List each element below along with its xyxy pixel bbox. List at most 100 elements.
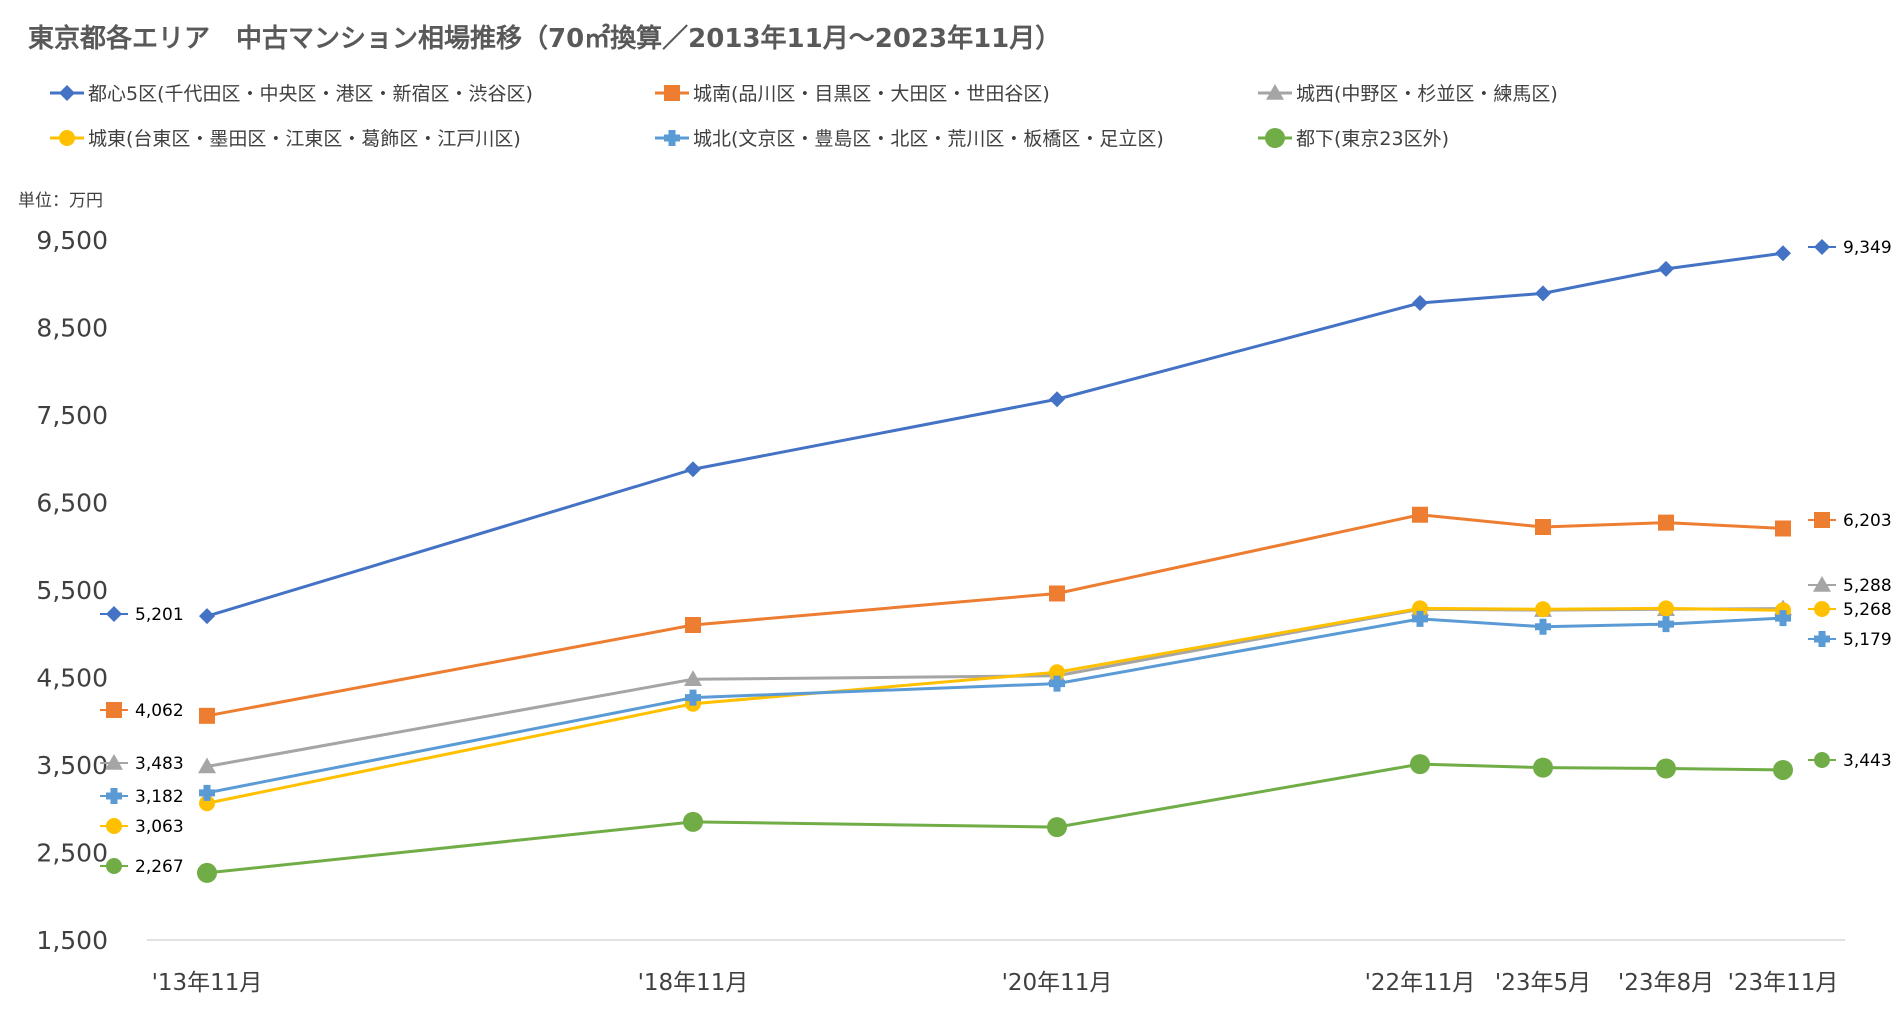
- label-key-marker: [1814, 601, 1830, 617]
- series-group: [199, 600, 1791, 812]
- data-point: [1412, 610, 1428, 627]
- series-line: [206, 762, 1784, 875]
- label-key-marker: [106, 702, 122, 718]
- legend-label: 城東(台東区・墨田区・江東区・葛飾区・江戸川区): [88, 128, 521, 150]
- start-value-label: 3,483: [100, 754, 184, 774]
- legend-item: 都心5区(千代田区・中央区・港区・新宿区・渋谷区): [50, 83, 533, 105]
- legend-marker-circle: [59, 130, 75, 146]
- data-point: [1535, 285, 1551, 302]
- end-value-label: 5,179: [1808, 630, 1892, 650]
- data-point: [199, 795, 215, 812]
- series-line: [206, 251, 1784, 618]
- data-point: [1535, 618, 1551, 635]
- series-line: [206, 607, 1784, 768]
- data-point: [685, 461, 701, 478]
- series-group: [199, 610, 1791, 801]
- end-value-label: 9,349: [1808, 238, 1892, 258]
- x-tick-label: '23年8月: [1618, 970, 1714, 996]
- data-point: [198, 757, 216, 774]
- data-point: [1535, 519, 1551, 535]
- data-point: [1410, 754, 1430, 775]
- end-value-text: 9,349: [1843, 238, 1892, 258]
- label-key-marker: [106, 606, 122, 622]
- start-value-label: 3,063: [100, 817, 184, 837]
- start-value-label: 4,062: [100, 701, 184, 721]
- start-value-label: 3,182: [100, 787, 184, 807]
- x-tick-label: '23年5月: [1495, 970, 1591, 996]
- series-group: [199, 506, 1791, 724]
- end-value-text: 5,288: [1843, 576, 1892, 596]
- start-value-text: 3,182: [135, 787, 184, 807]
- series-layer: [197, 245, 1793, 883]
- legend-marker-diamond: [59, 85, 75, 101]
- data-point: [1412, 600, 1428, 617]
- legend-item: 城南(品川区・目黒区・大田区・世田谷区): [655, 83, 1050, 105]
- end-value-label: 5,268: [1808, 600, 1892, 620]
- legend-item: 都下(東京23区外): [1258, 128, 1449, 150]
- series-group: [199, 245, 1791, 625]
- data-point: [199, 784, 215, 801]
- data-point: [1658, 616, 1674, 633]
- label-key-marker: [1814, 239, 1830, 255]
- data-point: [1775, 245, 1791, 262]
- legend-marker-triangle: [1266, 84, 1284, 100]
- data-label-layer: 5,201 9,349 4,062 6,203 3,483 5,288 3,063 5,268…: [100, 238, 1892, 877]
- end-value-text: 5,179: [1843, 630, 1892, 650]
- unit-label: 単位：万円: [18, 191, 103, 211]
- data-point: [684, 670, 702, 686]
- end-value-label: 5,288: [1808, 576, 1892, 596]
- legend-item: 城東(台東区・墨田区・江東区・葛飾区・江戸川区): [50, 128, 521, 150]
- data-point: [1049, 675, 1065, 692]
- legend-label: 城南(品川区・目黒区・大田区・世田谷区): [693, 83, 1050, 105]
- legend-label: 城西(中野区・杉並区・練馬区): [1296, 83, 1558, 105]
- data-point: [1049, 664, 1065, 681]
- data-point: [1775, 520, 1791, 537]
- legend-label: 城北(文京区・豊島区・北区・荒川区・板橋区・足立区): [693, 128, 1164, 150]
- y-tick-label: 7,500: [36, 401, 108, 430]
- data-point: [1535, 601, 1551, 618]
- data-point: [1658, 514, 1674, 531]
- data-point: [1412, 506, 1428, 523]
- data-point: [1775, 610, 1791, 627]
- label-key-marker: [1814, 631, 1830, 647]
- y-tick-label: 1,500: [36, 926, 108, 955]
- data-point: [1049, 391, 1065, 408]
- end-value-text: 3,443: [1843, 751, 1892, 771]
- data-point: [1412, 295, 1428, 311]
- legend-label: 都心5区(千代田区・中央区・港区・新宿区・渋谷区): [88, 83, 533, 105]
- end-value-text: 5,268: [1843, 600, 1892, 620]
- label-key-marker: [1814, 512, 1830, 528]
- x-tick-label: '22年11月: [1365, 970, 1476, 996]
- data-point: [199, 608, 215, 625]
- legend: 都心5区(千代田区・中央区・港区・新宿区・渋谷区) 城南(品川区・目黒区・大田区・…: [50, 83, 1558, 150]
- end-value-label: 6,203: [1808, 511, 1892, 531]
- y-tick-label: 9,500: [36, 226, 108, 255]
- data-point: [1773, 759, 1793, 780]
- data-point: [1533, 757, 1553, 778]
- legend-label: 都下(東京23区外): [1296, 128, 1449, 150]
- label-key-marker: [106, 788, 122, 804]
- x-tick-label: '18年11月: [638, 970, 749, 996]
- y-tick-label: 6,500: [36, 489, 108, 518]
- y-tick-label: 4,500: [36, 664, 108, 693]
- x-axis: '13年11月 '18年11月 '20年11月 '22年11月 '23年5月 '23年8月…: [152, 970, 1839, 996]
- label-key-marker: [1814, 752, 1830, 768]
- legend-marker-bigcircle: [1265, 128, 1285, 148]
- series-group: [197, 754, 1793, 883]
- start-value-label: 5,201: [100, 605, 184, 625]
- legend-item: 城北(文京区・豊島区・北区・荒川区・板橋区・足立区): [655, 128, 1164, 150]
- start-value-text: 3,063: [135, 817, 184, 837]
- y-tick-label: 8,500: [36, 314, 108, 343]
- start-value-text: 2,267: [135, 857, 184, 877]
- y-tick-label: 2,500: [36, 839, 108, 868]
- data-point: [683, 811, 703, 832]
- data-point: [685, 617, 701, 633]
- start-value-text: 5,201: [135, 605, 184, 625]
- legend-item: 城西(中野区・杉並区・練馬区): [1258, 83, 1558, 105]
- data-point: [1049, 585, 1065, 602]
- data-point: [1658, 260, 1674, 277]
- x-tick-label: '20年11月: [1002, 970, 1113, 996]
- data-point: [199, 707, 215, 724]
- data-point: [1047, 817, 1067, 838]
